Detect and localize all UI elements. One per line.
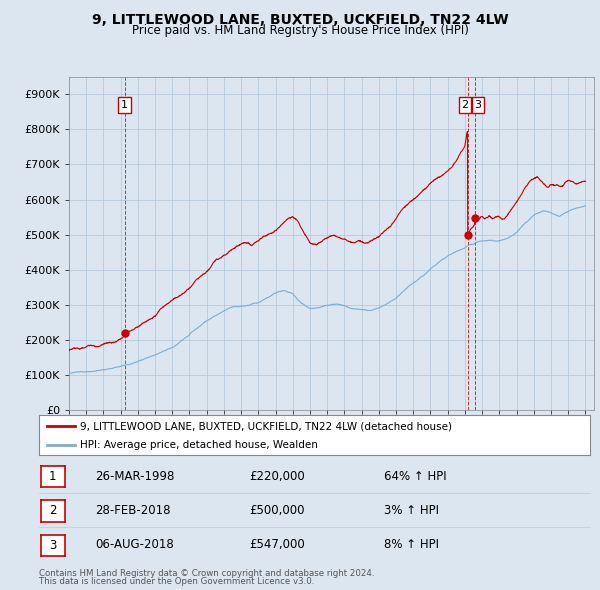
Text: 1: 1 — [49, 470, 56, 483]
Text: HPI: Average price, detached house, Wealden: HPI: Average price, detached house, Weal… — [80, 440, 318, 450]
Text: 2: 2 — [461, 100, 469, 110]
Text: £547,000: £547,000 — [249, 538, 305, 551]
Text: £220,000: £220,000 — [249, 470, 305, 483]
Text: 1: 1 — [121, 100, 128, 110]
Text: This data is licensed under the Open Government Licence v3.0.: This data is licensed under the Open Gov… — [39, 578, 314, 586]
Text: 64% ↑ HPI: 64% ↑ HPI — [384, 470, 446, 483]
Text: 26-MAR-1998: 26-MAR-1998 — [95, 470, 174, 483]
Text: Price paid vs. HM Land Registry's House Price Index (HPI): Price paid vs. HM Land Registry's House … — [131, 24, 469, 37]
Text: Contains HM Land Registry data © Crown copyright and database right 2024.: Contains HM Land Registry data © Crown c… — [39, 569, 374, 578]
Text: £500,000: £500,000 — [249, 504, 305, 517]
Text: 3% ↑ HPI: 3% ↑ HPI — [384, 504, 439, 517]
Text: 28-FEB-2018: 28-FEB-2018 — [95, 504, 170, 517]
Text: 3: 3 — [49, 539, 56, 552]
Text: 8% ↑ HPI: 8% ↑ HPI — [384, 538, 439, 551]
Text: 9, LITTLEWOOD LANE, BUXTED, UCKFIELD, TN22 4LW: 9, LITTLEWOOD LANE, BUXTED, UCKFIELD, TN… — [92, 13, 508, 27]
Text: 06-AUG-2018: 06-AUG-2018 — [95, 538, 173, 551]
Text: 3: 3 — [475, 100, 481, 110]
Text: 9, LITTLEWOOD LANE, BUXTED, UCKFIELD, TN22 4LW (detached house): 9, LITTLEWOOD LANE, BUXTED, UCKFIELD, TN… — [80, 421, 452, 431]
Text: 2: 2 — [49, 504, 56, 517]
